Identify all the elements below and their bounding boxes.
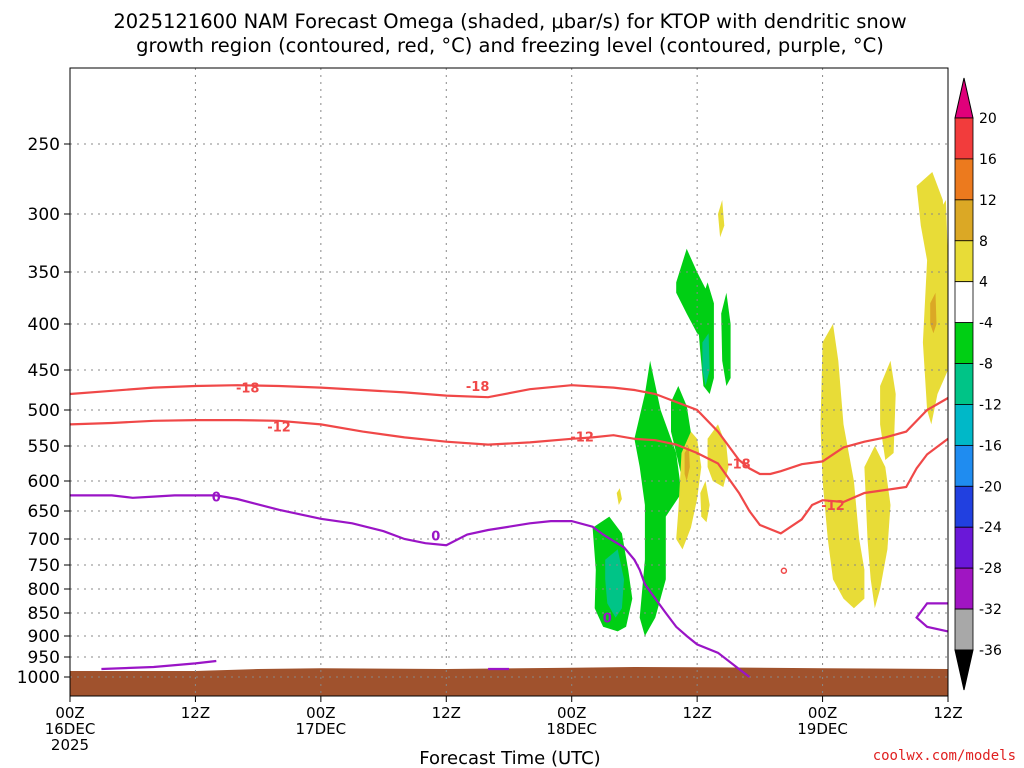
omega-region-7: [721, 292, 731, 386]
colorbar-label-5: -4: [979, 316, 993, 332]
colorbar-label-7: -12: [979, 397, 1002, 413]
colorbar-label-11: -28: [979, 561, 1002, 577]
x-tick-label-0-1: 16DEC: [45, 720, 96, 738]
colorbar-label-2: 12: [979, 193, 997, 209]
colorbar: 20 16 12 8 4 -4 -8 -12 -16 -20 -24 -28 -32 -36: [954, 77, 1002, 691]
contour-label-0-0: -18: [236, 382, 260, 397]
contour-fragment-0: [101, 659, 217, 671]
omega-region-15: [930, 292, 937, 334]
colorbar-box-8: [954, 404, 974, 446]
y-tick-label-300: 300: [28, 205, 60, 225]
x-tick-label-36-0: 12Z: [432, 704, 461, 722]
y-tick-label-950: 950: [28, 648, 60, 668]
contour-label-2-1: 0: [431, 530, 440, 545]
y-tick-label-700: 700: [28, 530, 60, 550]
x-axis-label: Forecast Time (UTC): [419, 748, 600, 768]
colorbar-box-1: [954, 117, 974, 160]
colorbar-box-13: [954, 608, 974, 651]
omega-region-19: [616, 488, 622, 505]
y-tick-label-650: 650: [28, 502, 60, 522]
contour-label-2-2: 0: [603, 612, 612, 627]
omega-region-10: [707, 424, 729, 487]
y-tick-label-250: 250: [28, 135, 60, 155]
chart-title-line2: growth region (contoured, red, °C) and f…: [136, 34, 884, 57]
omega-region-0: [634, 360, 682, 636]
omega-region-6: [702, 333, 710, 386]
y-tick-label-750: 750: [28, 556, 60, 576]
colorbar-label-9: -20: [979, 479, 1002, 495]
x-tick-label-0-2: 2025: [51, 736, 89, 754]
omega-region-18: [700, 481, 710, 523]
credit-text: coolwx.com/models: [873, 748, 1016, 764]
y-tick-label-450: 450: [28, 361, 60, 381]
contour-label-2-0: 0: [212, 491, 221, 506]
colorbar-label-6: -8: [979, 357, 993, 373]
y-tick-label-850: 850: [28, 604, 60, 624]
colorbar-label-1: 16: [979, 152, 997, 168]
x-tick-label-48-0: 00Z: [557, 704, 586, 722]
colorbar-box-11: [954, 526, 974, 569]
x-tick-label-0-0: 00Z: [55, 704, 84, 722]
colorbar-box-10: [954, 485, 974, 528]
x-tick-label-12-0: 12Z: [181, 704, 210, 722]
colorbar-box-3: [954, 199, 974, 242]
x-tick-label-60-0: 12Z: [682, 704, 711, 722]
colorbar-label-13: -36: [979, 643, 1002, 659]
colorbar-label-4: 4: [979, 275, 988, 291]
colorbar-label-0: 20: [979, 111, 997, 127]
plot-area: -18 -18 -18 -12 -12 -12 0 0 0 250 300 350 400 450 500 5…: [17, 67, 963, 754]
y-tick-label-550: 550: [28, 437, 60, 457]
contour-line-0: [69, 384, 949, 476]
colorbar-box-2: [954, 158, 974, 201]
y-tick-label-350: 350: [28, 263, 60, 283]
colorbar-label-10: -24: [979, 520, 1002, 536]
x-tick-label-72-1: 19DEC: [797, 720, 848, 738]
x-tick-label-84-0: 12Z: [933, 704, 962, 722]
contour-label-0-2: -18: [727, 458, 751, 473]
contour-line-1: [69, 419, 949, 535]
colorbar-box-5: [954, 281, 974, 324]
contour-label-1-2: -12: [821, 499, 845, 514]
y-tick-label-400: 400: [28, 315, 60, 335]
contour-line-2: [70, 494, 751, 678]
colorbar-arrow-bottom: [954, 649, 974, 691]
contour-label-1-0: -12: [267, 421, 291, 436]
omega-region-11: [820, 324, 865, 609]
colorbar-box-9: [954, 444, 974, 487]
omega-region-16: [937, 200, 948, 283]
omega-region-9: [684, 446, 690, 481]
omega-region-12: [864, 446, 891, 609]
contour-dot: [780, 567, 788, 575]
contour-fragment-2: [915, 602, 949, 633]
colorbar-box-12: [954, 567, 974, 610]
plot-frame: [69, 67, 949, 697]
omega-region-3: [605, 549, 624, 618]
y-tick-label-800: 800: [28, 580, 60, 600]
colorbar-box-4: [954, 240, 974, 283]
colorbar-box-6: [954, 322, 974, 364]
y-tick-label-1000: 1000: [17, 668, 60, 688]
x-tick-label-24-0: 00Z: [306, 704, 335, 722]
colorbar-label-3: 8: [979, 234, 988, 250]
x-tick-label-72-0: 00Z: [808, 704, 837, 722]
x-tick-label-24-1: 17DEC: [296, 720, 347, 738]
y-tick-label-900: 900: [28, 627, 60, 647]
ground-surface: [70, 667, 948, 696]
colorbar-label-8: -16: [979, 438, 1002, 454]
chart-title-line1: 2025121600 NAM Forecast Omega (shaded, μ…: [113, 10, 906, 33]
colorbar-box-7: [954, 363, 974, 405]
y-tick-label-600: 600: [28, 472, 60, 492]
colorbar-label-12: -32: [979, 602, 1002, 618]
omega-region-17: [718, 200, 725, 238]
omega-region-8: [676, 431, 702, 550]
contour-label-1-1: -12: [570, 431, 594, 446]
x-tick-label-48-1: 18DEC: [546, 720, 597, 738]
colorbar-arrow-top: [954, 77, 974, 119]
y-tick-label-500: 500: [28, 401, 60, 421]
contour-label-0-1: -18: [466, 380, 490, 395]
